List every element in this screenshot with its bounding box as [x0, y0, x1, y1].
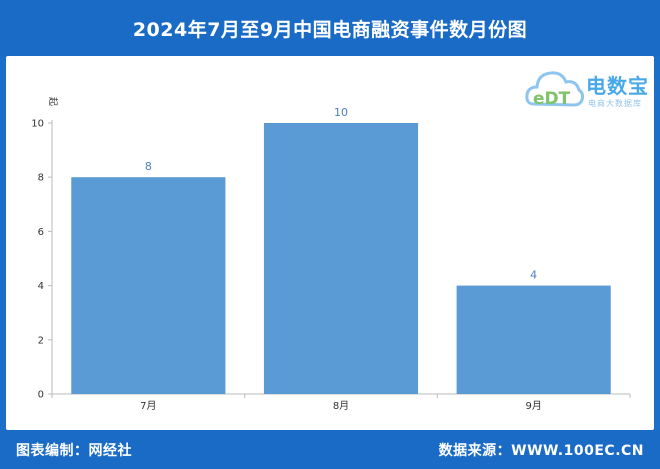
- logo-text: 电数宝: [586, 74, 649, 98]
- y-tick-label: 8: [38, 173, 44, 184]
- title-bar: 2024年7月至9月中国电商融资事件数月份图: [0, 0, 660, 56]
- cloud-logo-icon: eDT: [525, 71, 585, 109]
- y-tick-label: 6: [38, 227, 44, 238]
- bar: [456, 285, 611, 394]
- y-tick-label: 0: [38, 390, 44, 401]
- data-label: 4: [530, 269, 537, 282]
- y-tick-label: 4: [38, 281, 44, 292]
- x-tick-label: 8月: [333, 400, 349, 412]
- footer-source: 数据来源：WWW.100EC.CN: [438, 443, 644, 459]
- logo-mark: eDT: [533, 89, 571, 109]
- logo: eDT 电数宝 电商大数据库: [524, 60, 654, 118]
- data-label: 10: [334, 106, 348, 119]
- y-tick-label: 2: [38, 335, 44, 346]
- y-axis-unit: 起: [47, 97, 58, 106]
- data-label: 8: [145, 160, 152, 173]
- footer-credit: 图表编制：网经社: [16, 443, 132, 459]
- y-tick-label: 10: [31, 119, 44, 130]
- x-tick-label: 7月: [140, 400, 156, 412]
- chart-title: 2024年7月至9月中国电商融资事件数月份图: [132, 18, 528, 41]
- x-tick-label: 9月: [525, 400, 541, 412]
- bar: [71, 177, 226, 394]
- bar: [263, 123, 419, 394]
- logo-subtext: 电商大数据库: [588, 99, 642, 108]
- footer-bar: 图表编制：网经社 数据来源：WWW.100EC.CN: [0, 430, 660, 469]
